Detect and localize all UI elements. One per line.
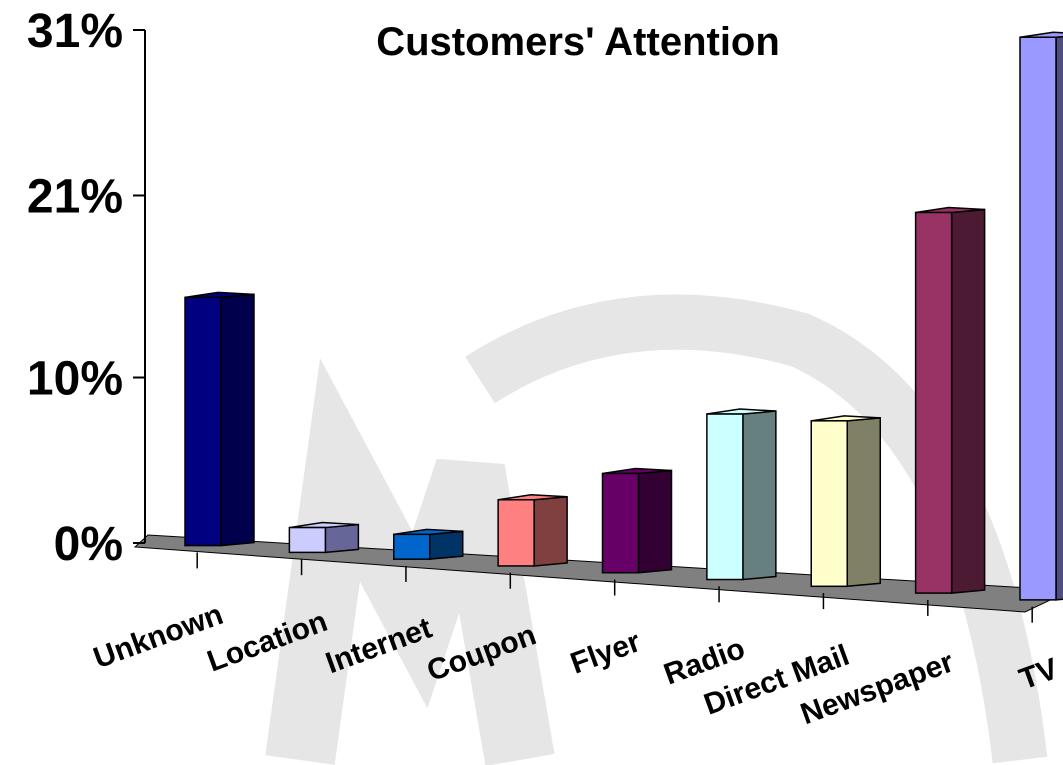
- bars: [184, 31, 1063, 601]
- bar-side: [742, 410, 777, 581]
- bar-front: [810, 420, 848, 588]
- bar-side: [637, 469, 673, 574]
- bar-side: [429, 530, 464, 560]
- y-tick-label: 21%: [27, 170, 123, 223]
- bar-side: [950, 208, 986, 594]
- bar-front: [706, 413, 744, 581]
- bar-front: [288, 526, 327, 554]
- bar-side: [1055, 35, 1063, 601]
- bar-radio: [706, 408, 777, 581]
- bar-direct-mail: [810, 415, 881, 588]
- bar-front: [497, 499, 535, 567]
- y-tick-label: 31%: [27, 5, 123, 58]
- bar-newspaper: [914, 206, 986, 594]
- category-label: Flyer: [566, 625, 645, 681]
- bar-internet: [393, 528, 464, 560]
- bar-front: [601, 472, 640, 574]
- chart-title: Customers' Attention: [376, 20, 780, 64]
- bar-tv: [1019, 31, 1063, 601]
- bar-unknown: [184, 291, 255, 547]
- bar-flyer: [601, 467, 673, 574]
- category-label: Unknown: [89, 598, 227, 675]
- bar-side: [220, 293, 255, 547]
- bar-side: [533, 495, 568, 567]
- bar-coupon: [497, 494, 568, 567]
- bar-front: [184, 296, 222, 547]
- bar-front: [393, 533, 431, 560]
- y-tick-label: 0%: [54, 518, 123, 571]
- bar-location: [288, 521, 360, 554]
- y-tick-label: 10%: [27, 353, 123, 406]
- bar-side: [846, 417, 881, 588]
- bar-front: [1019, 36, 1057, 601]
- y-axis-ticks: 0% 10% 21% 31%: [27, 5, 145, 571]
- bar-side: [324, 523, 360, 554]
- bar-front: [914, 211, 953, 594]
